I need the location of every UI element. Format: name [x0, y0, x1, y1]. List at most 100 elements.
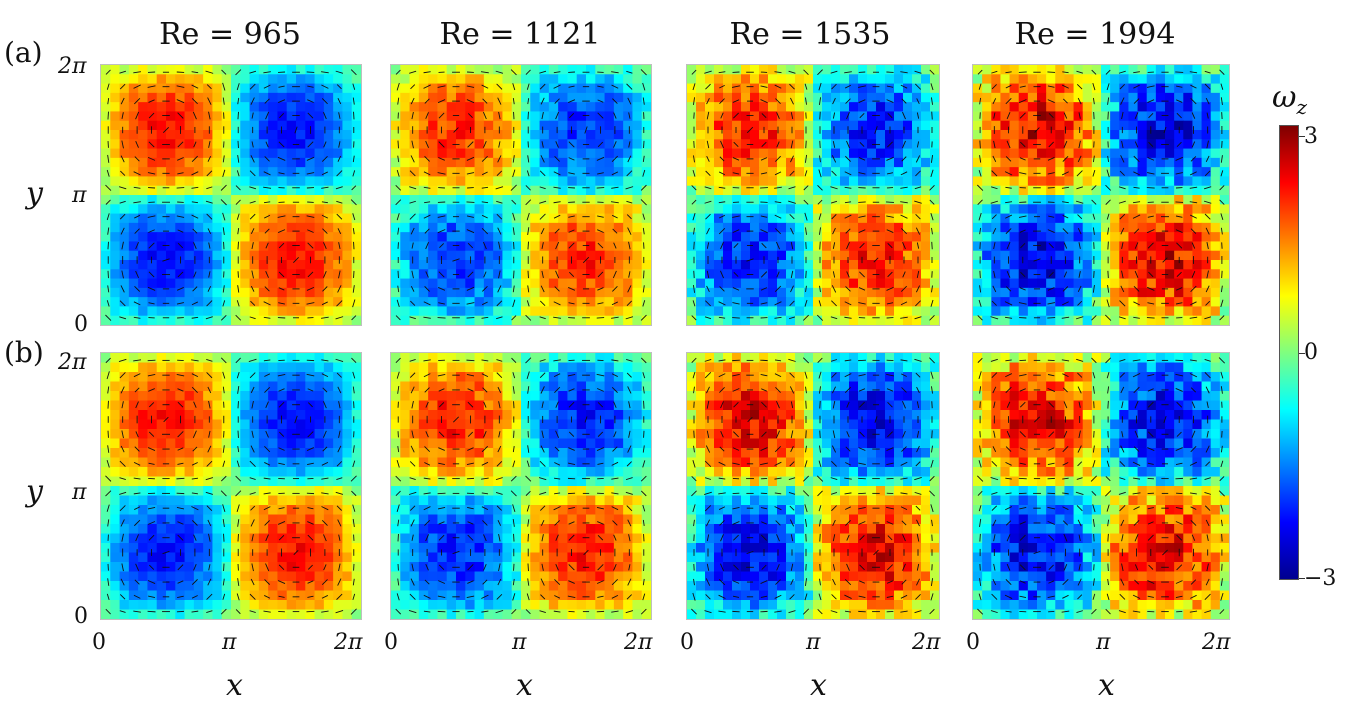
vorticity-cell [1119, 315, 1130, 325]
vorticity-cell [240, 306, 251, 317]
vorticity-cell [786, 139, 796, 150]
vorticity-cell [1128, 278, 1139, 289]
vorticity-cell [822, 130, 832, 140]
vorticity-cell [849, 306, 859, 317]
velocity-arrow [1219, 69, 1225, 75]
vorticity-cell [586, 278, 596, 289]
vorticity-cell [409, 306, 420, 317]
vorticity-cell [156, 448, 167, 459]
vorticity-cell [203, 524, 214, 535]
vorticity-cell [912, 232, 922, 243]
vorticity-cell [858, 111, 868, 122]
vorticity-cell [831, 195, 841, 205]
vorticity-cell [342, 297, 353, 308]
vorticity-cell [175, 278, 186, 289]
vorticity-cell [1119, 120, 1130, 131]
vorticity-cell [212, 120, 223, 131]
vorticity-cell [831, 130, 841, 140]
vorticity-cell [1027, 204, 1038, 215]
vorticity-cell [221, 241, 232, 252]
vorticity-cell [138, 260, 149, 270]
vorticity-cell [101, 83, 111, 94]
vorticity-cell [184, 269, 195, 280]
vorticity-cell [714, 315, 724, 325]
vorticity-cell [723, 167, 733, 178]
vorticity-cell [894, 148, 904, 159]
vorticity-cell [221, 410, 232, 421]
y-tick-0-a: 0 [74, 312, 88, 337]
vorticity-cell [296, 222, 306, 233]
vorticity-cell [894, 213, 904, 224]
velocity-arrow [177, 112, 184, 119]
vorticity-cell [885, 83, 895, 94]
vorticity-cell [1064, 139, 1075, 150]
vorticity-cell [521, 157, 531, 168]
velocity-arrow [1120, 285, 1125, 293]
vorticity-cell [342, 195, 353, 205]
vorticity-cell [930, 176, 939, 187]
vorticity-cell [138, 213, 149, 224]
vorticity-cell [1210, 241, 1221, 252]
vorticity-cell [119, 419, 130, 430]
vorticity-cell [759, 74, 769, 85]
velocity-arrow [540, 228, 545, 235]
vorticity-cell [437, 185, 448, 196]
vorticity-cell [1055, 148, 1066, 159]
vorticity-cell [973, 204, 983, 215]
vorticity-cell [586, 130, 596, 140]
velocity-arrow [706, 97, 710, 105]
velocity-arrow [1091, 199, 1097, 205]
velocity-arrow [832, 242, 836, 249]
vorticity-cell [876, 315, 886, 325]
velocity-arrow [788, 186, 796, 190]
vorticity-cell [391, 65, 401, 75]
velocity-arrow [147, 156, 156, 161]
vorticity-cell [714, 232, 724, 243]
vorticity-cell [351, 204, 361, 215]
velocity-arrow [1092, 155, 1095, 163]
vorticity-cell [221, 315, 232, 325]
vorticity-cell [849, 74, 859, 85]
vorticity-cell [314, 241, 325, 252]
vorticity-cell [212, 505, 223, 516]
vorticity-cell [1192, 139, 1203, 150]
velocity-arrow [642, 227, 645, 235]
velocity-arrow [222, 212, 226, 221]
vorticity-cell [759, 213, 769, 224]
vorticity-cell [831, 74, 841, 85]
velocity-arrow [512, 299, 516, 308]
vorticity-cell [351, 419, 361, 430]
velocity-arrow [818, 213, 822, 221]
vorticity-cell [1201, 195, 1212, 205]
velocity-arrow [278, 302, 285, 305]
vorticity-cell [768, 213, 778, 224]
vorticity-cell [1155, 260, 1166, 270]
vorticity-cell [193, 391, 204, 402]
vorticity-cell [1146, 213, 1157, 224]
vorticity-cell [193, 102, 204, 113]
vorticity-cell [314, 278, 325, 289]
velocity-arrow [819, 111, 821, 120]
vorticity-cell [921, 120, 931, 131]
velocity-arrow [497, 155, 502, 163]
vorticity-cell [548, 195, 559, 205]
vorticity-cell [1064, 185, 1075, 196]
vorticity-cell [991, 232, 1002, 243]
velocity-arrow [803, 314, 809, 321]
velocity-arrow [902, 111, 906, 120]
vorticity-cell [231, 315, 241, 325]
vorticity-cell [530, 222, 541, 233]
velocity-arrow [832, 271, 836, 278]
vorticity-cell [982, 176, 992, 187]
velocity-arrow [612, 286, 618, 292]
vorticity-cell [732, 213, 742, 224]
vorticity-cell [456, 204, 466, 215]
vorticity-cell [786, 120, 796, 131]
vorticity-cell [474, 269, 485, 280]
vorticity-cell [558, 250, 569, 261]
vorticity-cell [991, 157, 1002, 168]
vorticity-cell [822, 195, 832, 205]
vorticity-cell [166, 111, 176, 122]
vorticity-cell [768, 139, 778, 150]
vorticity-cell [418, 260, 429, 270]
